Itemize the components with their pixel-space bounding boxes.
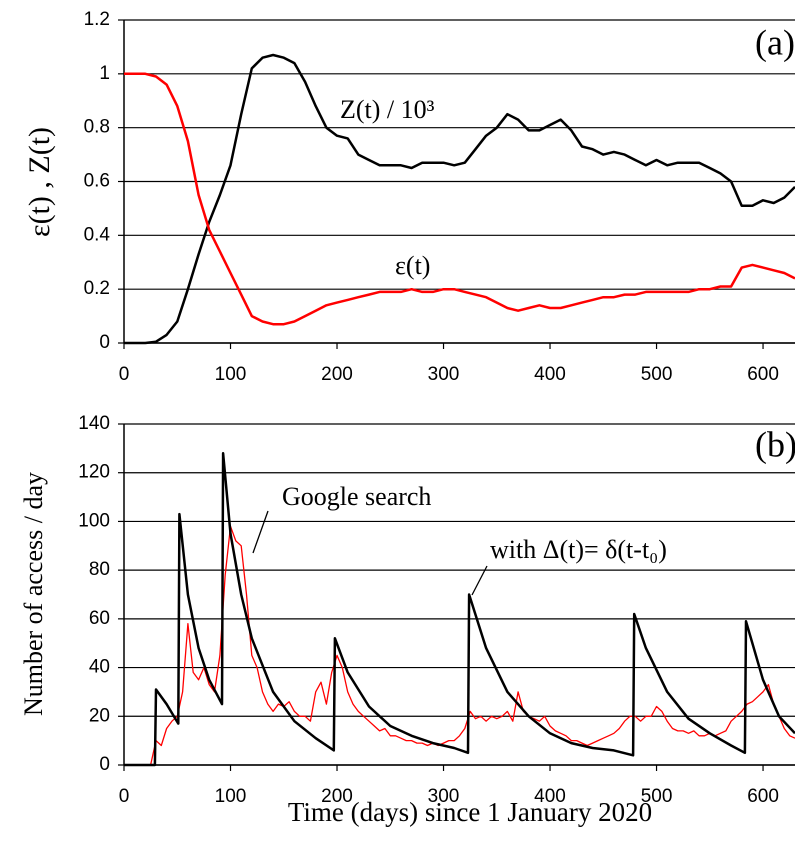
panel-label: (b) [755,424,795,464]
x-tick-label: 200 [321,786,353,807]
series-label: Z(t) / 10³ [340,95,435,124]
x-tick-label: 400 [534,786,566,807]
x-tick-label: 0 [119,364,130,385]
y-tick-label: 1 [99,63,110,84]
x-tick-label: 600 [747,786,779,807]
x-tick-label: 100 [215,364,247,385]
x-tick-label: 300 [428,364,460,385]
y-tick-label: 0.4 [84,224,111,245]
x-tick-label: 400 [534,364,566,385]
y-tick-label: 100 [78,510,110,531]
leader-line [252,510,269,554]
series-label: ε(t) [395,251,430,280]
y-axis-label: ε(t) , Z(t) [23,127,56,237]
series-line [124,525,795,766]
series-line [124,53,795,345]
series-label: with Δ(t)= δ(t-t₀) [490,535,667,564]
y-tick-label: 60 [89,608,110,629]
y-tick-label: 0.8 [84,117,110,138]
y-tick-label: 40 [89,657,110,678]
x-tick-label: 600 [747,364,779,385]
y-tick-label: 0 [99,754,110,775]
series-line [124,451,795,767]
y-axis-label: Number of access / day [19,472,48,716]
panel-label: (a) [755,22,795,62]
y-tick-label: 80 [89,559,110,580]
x-tick-label: 300 [428,786,460,807]
x-tick-label: 500 [641,364,673,385]
series-label: Google search [282,482,431,511]
y-tick-label: 0.2 [84,278,110,299]
y-tick-label: 0 [99,332,110,353]
plot-lines [124,451,795,767]
y-tick-label: 20 [89,705,110,726]
y-tick-label: 140 [78,413,110,434]
series-line [124,72,795,326]
plot-lines [124,53,795,345]
leader-line [471,565,488,596]
x-tick-label: 200 [321,364,353,385]
y-tick-label: 0.6 [84,171,110,192]
y-tick-label: 120 [78,462,110,483]
x-tick-label: 0 [119,786,130,807]
x-tick-label: 500 [641,786,673,807]
y-tick-label: 1.2 [84,9,110,30]
x-axis-label: Time (days) since 1 January 2020 [288,797,652,827]
x-tick-label: 100 [215,786,247,807]
